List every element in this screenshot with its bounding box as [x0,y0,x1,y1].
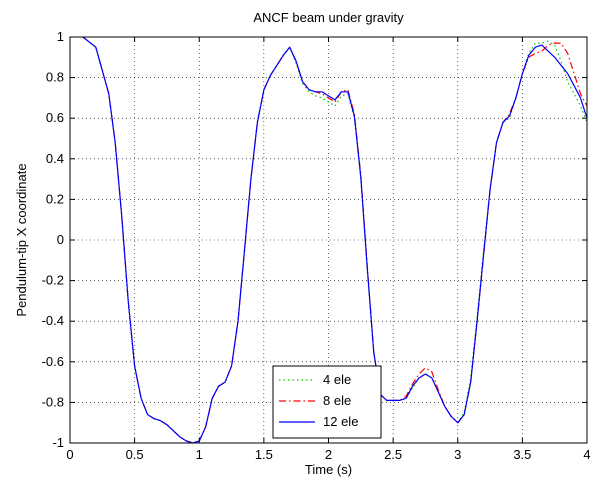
y-tick-label: -0.8 [42,394,64,409]
legend-label: 4 ele [323,372,351,387]
y-tick-label: 0 [57,232,64,247]
y-tick-label: -0.2 [42,273,64,288]
legend: 4 ele 8 ele 12 ele [272,365,382,439]
y-tick-label: 0.8 [46,70,64,85]
y-tick-label: 0.4 [46,151,64,166]
x-tick-label: 0.5 [126,447,144,462]
series-line-3 [82,36,588,444]
y-tick-label: 0.6 [46,110,64,125]
legend-label: 12 ele [323,414,358,429]
x-tick-label: 2.5 [384,447,402,462]
y-tick-label: -1 [52,435,64,450]
x-tick-label: 3 [454,447,461,462]
x-tick-label: 2 [325,447,332,462]
x-tick-label: 3.5 [513,447,531,462]
x-tick-label: 1.5 [255,447,273,462]
x-axis-label: Time (s) [305,462,352,477]
chart-title: ANCF beam under gravity [253,10,404,25]
legend-box [272,365,382,439]
y-axis-label: Pendulum-tip X coordinate [14,163,29,316]
y-tick-label: -0.4 [42,313,64,328]
y-tick-label: 1 [57,29,64,44]
x-axis: 0 0.5 1 1.5 2 2.5 3 3.5 4 [66,37,591,462]
x-tick-label: 1 [196,447,203,462]
y-axis: -1 -0.8 -0.6 -0.4 -0.2 0 0.2 0.4 0.6 0.8 1 [42,29,587,450]
y-tick-label: -0.6 [42,354,64,369]
y-tick-label: 0.2 [46,191,64,206]
series-layer [82,36,588,444]
x-tick-label: 4 [583,447,590,462]
legend-label: 8 ele [323,393,351,408]
x-tick-label: 0 [66,447,73,462]
